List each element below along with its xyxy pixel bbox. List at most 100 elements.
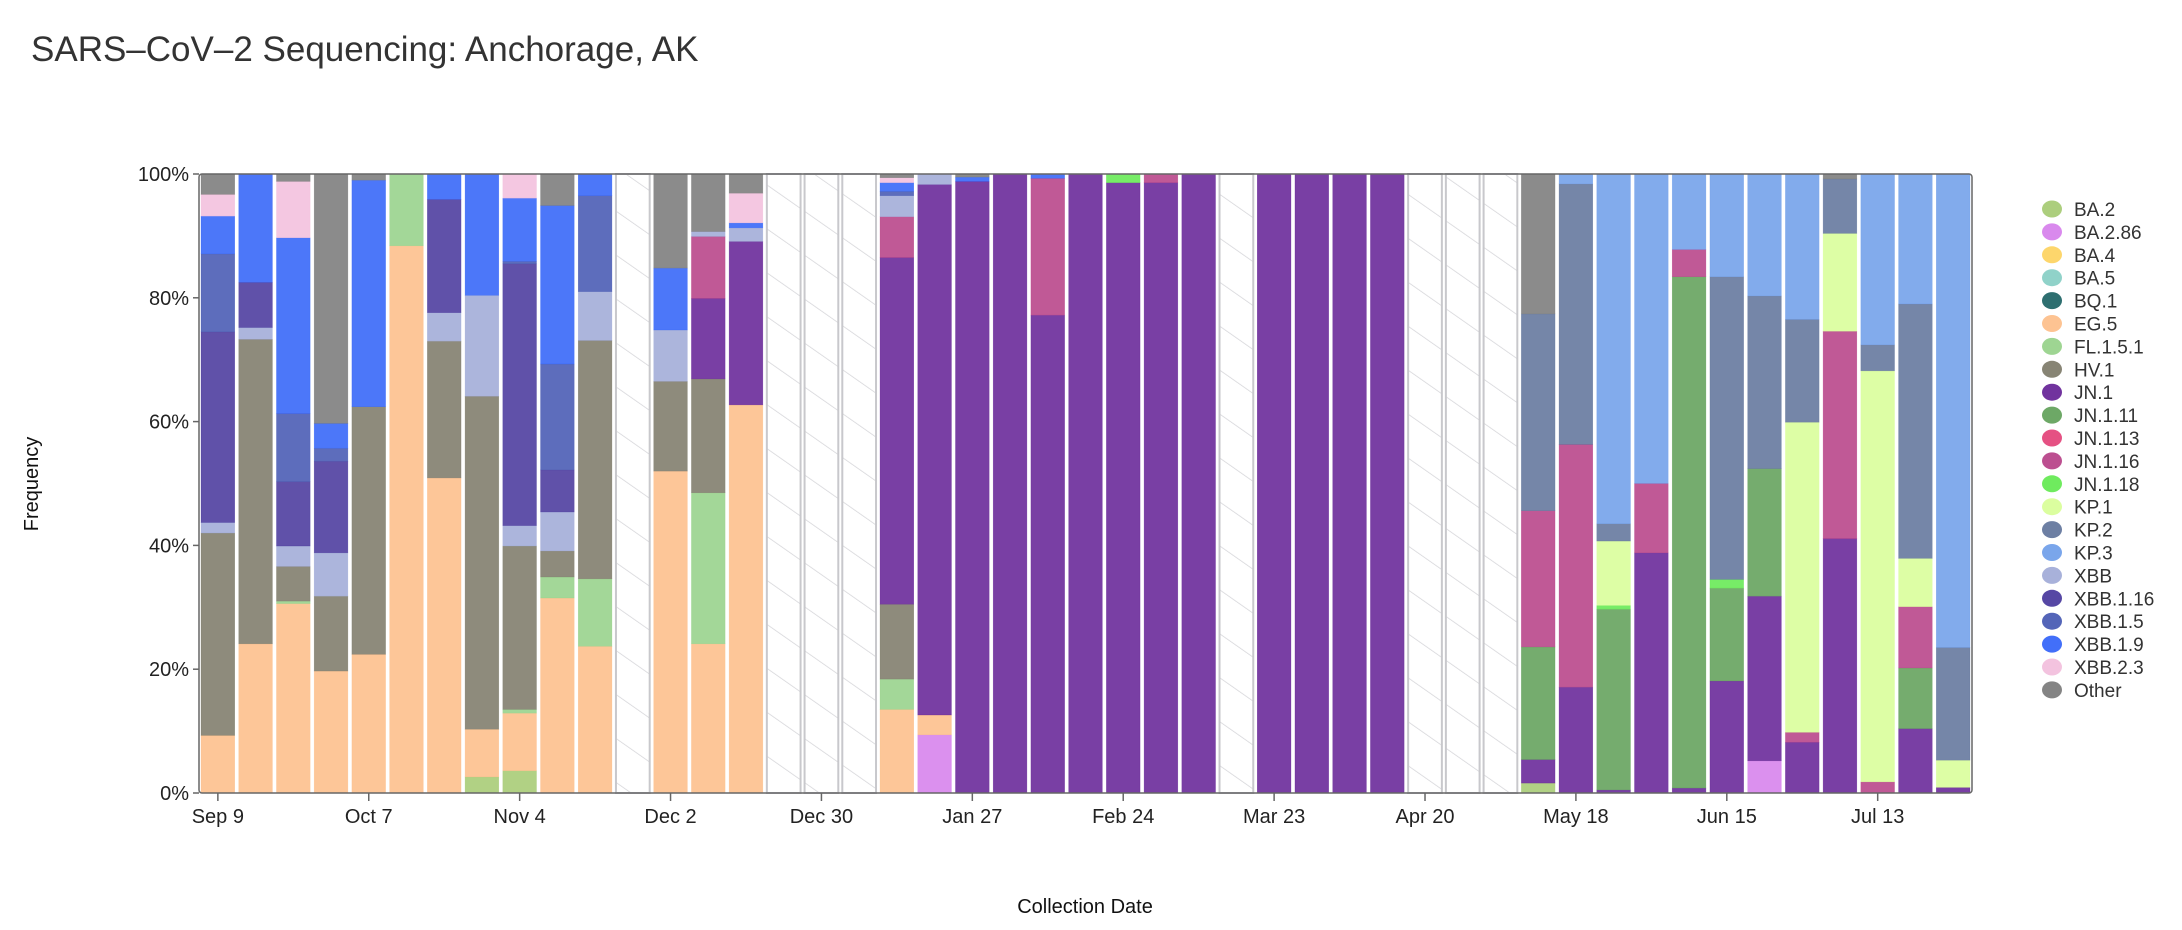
bar-segment-xbb[interactable] <box>691 231 726 237</box>
legend-item[interactable]: BA.4 <box>2042 246 2116 267</box>
bar-segment-jn-1-16[interactable] <box>879 216 914 258</box>
bar-segment-jn-1-16[interactable] <box>1898 606 1933 669</box>
bar-segment-eg-5[interactable] <box>313 670 349 794</box>
bar-segment-kp-2[interactable] <box>1521 313 1556 511</box>
bar-segment-eg-5[interactable] <box>879 709 914 794</box>
legend-item[interactable]: XBB.1.16 <box>2042 589 2154 610</box>
bar-segment-jn-1-16[interactable] <box>1143 173 1179 183</box>
bar-segment-hv-1[interactable] <box>276 566 311 602</box>
bar-segment-kp-2[interactable] <box>1709 276 1744 580</box>
bar-segment-kp-2[interactable] <box>1747 295 1782 469</box>
bar-segment-kp-2[interactable] <box>1936 647 1971 761</box>
legend-item[interactable]: KP.1 <box>2042 498 2113 519</box>
bar-segment-jn-1[interactable] <box>1521 759 1556 784</box>
legend-item[interactable]: JN.1.18 <box>2042 475 2139 496</box>
bar-segment-jn-1-16[interactable] <box>1860 781 1895 794</box>
bar-segment-hv-1[interactable] <box>879 603 914 680</box>
bar-segment-ba-2-86[interactable] <box>917 734 952 794</box>
bar-segment-kp-2[interactable] <box>1822 178 1858 234</box>
bar-segment-xbb-1-16[interactable] <box>427 199 462 313</box>
legend-item[interactable]: BA.2 <box>2042 200 2115 221</box>
bar-segment-kp-1[interactable] <box>1785 421 1820 733</box>
bar-segment-jn-1[interactable] <box>1936 787 1971 794</box>
legend-item[interactable]: JN.1.16 <box>2042 452 2139 473</box>
bar-segment-eg-5[interactable] <box>577 646 613 794</box>
bar-segment-kp-3[interactable] <box>1634 173 1669 484</box>
bar-segment-jn-1[interactable] <box>1068 173 1103 794</box>
bar-segment-xbb-1-9[interactable] <box>653 267 688 331</box>
bar-segment-fl-1-5-1[interactable] <box>577 578 613 647</box>
bar-segment-hv-1[interactable] <box>427 340 462 479</box>
legend-item[interactable]: FL.1.5.1 <box>2042 337 2144 358</box>
bar-segment-kp-2[interactable] <box>1558 183 1594 445</box>
bar-segment-jn-1-16[interactable] <box>1785 732 1820 743</box>
bar-segment-hv-1[interactable] <box>540 550 575 578</box>
bar-segment-kp-3[interactable] <box>1785 173 1820 320</box>
bar-segment-xbb[interactable] <box>653 329 688 382</box>
bar-segment-ba-2[interactable] <box>502 770 537 794</box>
bar-segment-jn-1[interactable] <box>691 298 726 380</box>
bar-segment-xbb-1-9[interactable] <box>351 179 386 407</box>
bar-segment-jn-1[interactable] <box>1143 182 1179 794</box>
bar-segment-kp-3[interactable] <box>1936 173 1971 648</box>
bar-segment-xbb-1-9[interactable] <box>728 222 764 229</box>
bar-segment-other[interactable] <box>351 173 386 181</box>
bar-segment-fl-1-5-1[interactable] <box>879 678 914 710</box>
bar-segment-xbb[interactable] <box>427 312 462 342</box>
bar-segment-eg-5[interactable] <box>502 712 537 771</box>
bar-segment-xbb-1-16[interactable] <box>200 331 235 523</box>
legend-item[interactable]: BA.5 <box>2042 269 2115 290</box>
bar-segment-hv-1[interactable] <box>464 395 500 730</box>
bar-segment-xbb-1-16[interactable] <box>313 460 349 554</box>
bar-segment-jn-1-11[interactable] <box>1521 646 1556 760</box>
bar-segment-kp-3[interactable] <box>1898 173 1933 305</box>
bar-segment-kp-3[interactable] <box>1709 173 1744 278</box>
bar-segment-jn-1[interactable] <box>1106 182 1141 794</box>
bar-segment-xbb-1-5[interactable] <box>276 413 311 482</box>
bar-segment-other[interactable] <box>540 173 575 206</box>
bar-segment-jn-1[interactable] <box>1332 173 1367 794</box>
bar-segment-jn-1-16[interactable] <box>1671 249 1707 278</box>
bar-segment-jn-1[interactable] <box>955 181 990 794</box>
bar-segment-fl-1-5-1[interactable] <box>502 709 537 714</box>
bar-segment-jn-1-11[interactable] <box>1671 276 1707 789</box>
bar-segment-other[interactable] <box>276 173 311 182</box>
bar-segment-xbb-2-3[interactable] <box>276 181 311 239</box>
bar-segment-hv-1[interactable] <box>691 378 726 494</box>
legend-item[interactable]: JN.1.11 <box>2042 406 2138 427</box>
bar-segment-xbb-1-16[interactable] <box>238 282 273 328</box>
bar-segment-hv-1[interactable] <box>502 545 537 710</box>
bar-segment-jn-1-16[interactable] <box>1558 444 1594 688</box>
bar-segment-xbb-1-16[interactable] <box>502 263 537 526</box>
bar-segment-jn-1-11[interactable] <box>1596 608 1631 791</box>
bar-segment-kp-2[interactable] <box>1785 319 1820 423</box>
bar-segment-xbb-1-5[interactable] <box>313 447 349 462</box>
bar-segment-kp-1[interactable] <box>1936 759 1971 788</box>
legend-item[interactable]: EG.5 <box>2042 315 2117 336</box>
bar-segment-hv-1[interactable] <box>577 340 613 580</box>
bar-segment-xbb[interactable] <box>200 522 235 534</box>
bar-segment-kp-3[interactable] <box>1671 173 1707 250</box>
bar-segment-xbb[interactable] <box>728 227 764 242</box>
bar-segment-jn-1-16[interactable] <box>1030 178 1065 316</box>
bar-segment-jn-1[interactable] <box>1747 595 1782 762</box>
bar-segment-jn-1[interactable] <box>1822 538 1858 794</box>
bar-segment-fl-1-5-1[interactable] <box>276 600 311 604</box>
bar-segment-xbb-1-5[interactable] <box>879 191 914 196</box>
bar-segment-xbb[interactable] <box>540 511 575 552</box>
bar-segment-jn-1-18[interactable] <box>1596 605 1631 610</box>
bar-segment-eg-5[interactable] <box>464 728 500 778</box>
bar-segment-xbb-1-9[interactable] <box>313 423 349 449</box>
legend-item[interactable]: JN.1.13 <box>2042 429 2139 450</box>
legend-item[interactable]: XBB <box>2042 566 2112 587</box>
bar-segment-jn-1[interactable] <box>917 184 952 716</box>
bar-segment-kp-3[interactable] <box>1558 173 1594 185</box>
bar-segment-xbb-2-3[interactable] <box>879 177 914 183</box>
bar-segment-other[interactable] <box>691 173 726 232</box>
bar-segment-kp-2[interactable] <box>1860 344 1895 372</box>
bar-segment-xbb-1-9[interactable] <box>200 215 235 255</box>
legend-item[interactable]: Other <box>2042 681 2122 702</box>
legend-item[interactable]: KP.3 <box>2042 544 2113 565</box>
bar-segment-other[interactable] <box>728 173 764 194</box>
bar-segment-ba-2[interactable] <box>1521 782 1556 794</box>
